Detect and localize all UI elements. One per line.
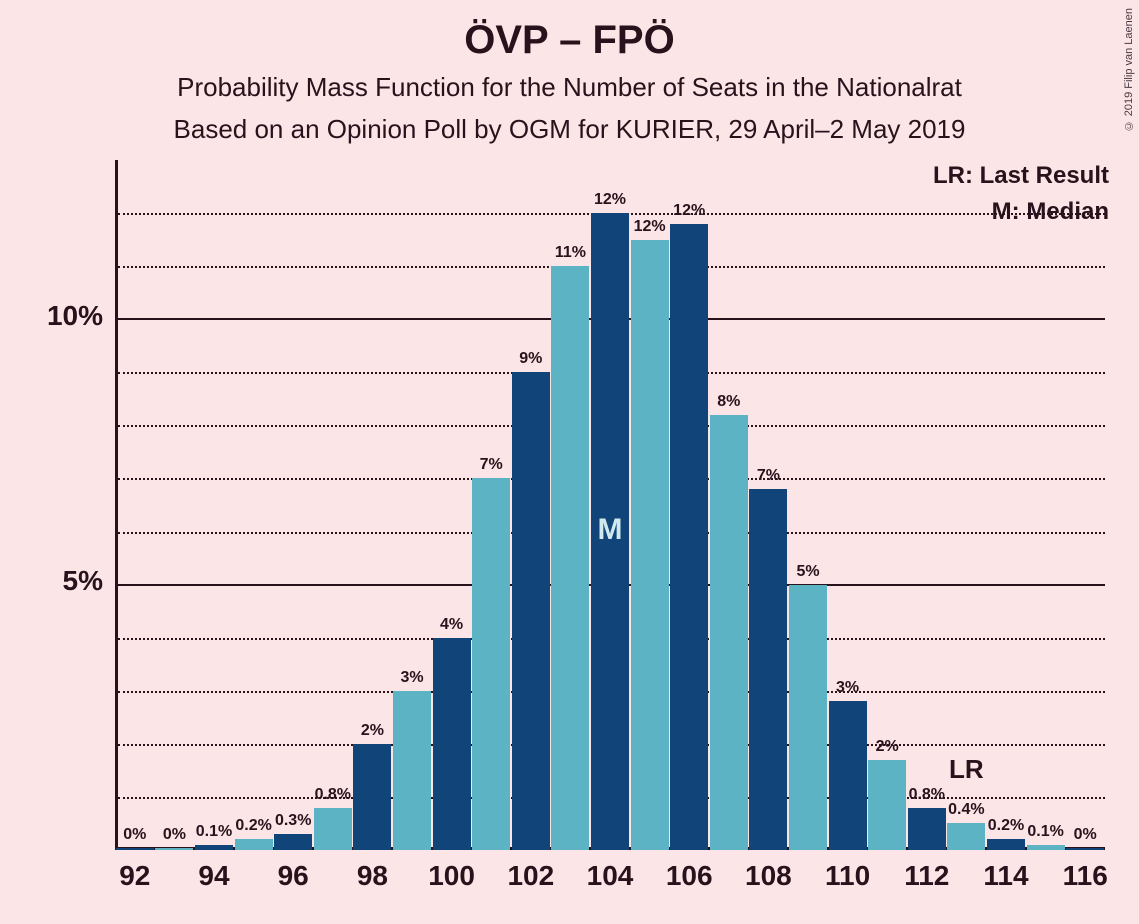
plot-area: 0%0%0.1%0.2%0.3%0.8%2%3%4%7%9%11%12%M12%… bbox=[115, 160, 1105, 850]
bar-value-label: 4% bbox=[427, 616, 477, 634]
bar bbox=[749, 489, 787, 850]
x-tick-label: 92 bbox=[105, 860, 165, 892]
bar-value-label: 0.8% bbox=[308, 786, 358, 804]
bar-value-label: 12% bbox=[664, 202, 714, 220]
chart-subtitle-2: Based on an Opinion Poll by OGM for KURI… bbox=[0, 114, 1139, 145]
x-tick-label: 106 bbox=[659, 860, 719, 892]
bar-value-label: 3% bbox=[387, 669, 437, 687]
bar bbox=[908, 808, 946, 850]
bar bbox=[670, 224, 708, 850]
y-axis-line bbox=[115, 160, 118, 850]
bar bbox=[789, 585, 827, 850]
bar bbox=[274, 834, 312, 850]
bar-value-label: 8% bbox=[704, 393, 754, 411]
median-marker: M bbox=[595, 513, 625, 547]
bar bbox=[472, 478, 510, 850]
bar bbox=[710, 415, 748, 850]
bar bbox=[314, 808, 352, 850]
bar-value-label: 2% bbox=[347, 722, 397, 740]
x-tick-label: 108 bbox=[738, 860, 798, 892]
x-tick-label: 116 bbox=[1055, 860, 1115, 892]
bar-value-label: 5% bbox=[783, 563, 833, 581]
x-tick-label: 110 bbox=[818, 860, 878, 892]
bar bbox=[631, 240, 669, 850]
bar bbox=[393, 691, 431, 850]
x-tick-label: 96 bbox=[263, 860, 323, 892]
bar bbox=[947, 823, 985, 850]
bar-value-label: 3% bbox=[823, 679, 873, 697]
copyright-label: © 2019 Filip van Laenen bbox=[1123, 8, 1135, 131]
bar bbox=[116, 848, 154, 850]
bar-value-label: 7% bbox=[743, 467, 793, 485]
x-tick-label: 98 bbox=[342, 860, 402, 892]
bar bbox=[195, 845, 233, 850]
bar bbox=[551, 266, 589, 850]
x-tick-label: 114 bbox=[976, 860, 1036, 892]
x-tick-label: 100 bbox=[422, 860, 482, 892]
y-tick-label: 5% bbox=[13, 565, 103, 597]
last-result-marker: LR bbox=[941, 754, 991, 785]
bar bbox=[829, 701, 867, 850]
y-tick-label: 10% bbox=[13, 300, 103, 332]
x-tick-label: 94 bbox=[184, 860, 244, 892]
bar bbox=[235, 839, 273, 850]
x-tick-label: 104 bbox=[580, 860, 640, 892]
bar-value-label: 0% bbox=[1060, 826, 1110, 844]
chart-subtitle-1: Probability Mass Function for the Number… bbox=[0, 72, 1139, 103]
bar-value-label: 0.3% bbox=[268, 812, 318, 830]
bar bbox=[1027, 845, 1065, 850]
bar-value-label: 9% bbox=[506, 350, 556, 368]
bar bbox=[987, 839, 1025, 850]
bar bbox=[353, 744, 391, 850]
bar-value-label: 12% bbox=[585, 191, 635, 209]
bar bbox=[1066, 848, 1104, 850]
bar bbox=[155, 848, 193, 850]
bar bbox=[868, 760, 906, 850]
bar bbox=[433, 638, 471, 850]
x-tick-label: 102 bbox=[501, 860, 561, 892]
bar-value-label: 7% bbox=[466, 456, 516, 474]
chart-title: ÖVP – FPÖ bbox=[0, 18, 1139, 63]
bar-value-label: 2% bbox=[862, 738, 912, 756]
bar-value-label: 11% bbox=[545, 244, 595, 262]
bar bbox=[512, 372, 550, 850]
bar-value-label: 12% bbox=[625, 218, 675, 236]
x-tick-label: 112 bbox=[897, 860, 957, 892]
